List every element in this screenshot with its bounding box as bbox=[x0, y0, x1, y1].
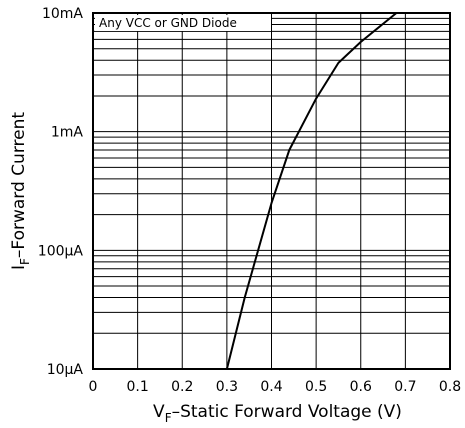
annotation-text: Any VCC or GND Diode bbox=[99, 16, 237, 30]
x-tick-labels: 0 0.1 0.2 0.3 0.4 0.5 0.6 0.7 0.8 bbox=[89, 379, 462, 395]
x-tick-label: 0.2 bbox=[171, 379, 193, 395]
forward-current-curve bbox=[225, 12, 398, 370]
y-axis-title-sub: F bbox=[18, 258, 32, 265]
x-tick-label: 0.8 bbox=[439, 379, 461, 395]
annotation-background bbox=[95, 15, 271, 31]
x-tick-label: 0.4 bbox=[260, 379, 282, 395]
y-tick-label: 10μA bbox=[47, 362, 84, 378]
x-tick-label: 0.7 bbox=[394, 379, 416, 395]
y-axis-title-main: I bbox=[9, 265, 29, 270]
annotation-box: Any VCC or GND Diode bbox=[95, 15, 271, 31]
y-tick-labels: 10μA 100μA 1mA 10mA bbox=[38, 6, 84, 378]
x-tick-label: 0.5 bbox=[305, 379, 327, 395]
grid-lines bbox=[92, 13, 451, 370]
plot-frame bbox=[92, 12, 451, 370]
y-axis-title-rest: –Forward Current bbox=[9, 112, 29, 258]
x-axis-title-sub: F bbox=[165, 411, 172, 425]
x-axis-title-main: V bbox=[153, 402, 165, 422]
x-axis-title-rest: –Static Forward Voltage (V) bbox=[172, 402, 402, 422]
y-axis-title: IF–Forward Current bbox=[9, 112, 32, 270]
y-tick-label: 100μA bbox=[38, 243, 84, 259]
y-tick-label: 10mA bbox=[42, 6, 83, 22]
x-tick-label: 0.3 bbox=[216, 379, 238, 395]
x-axis-title: VF–Static Forward Voltage (V) bbox=[153, 402, 402, 425]
curve-group bbox=[225, 12, 398, 370]
x-tick-label: 0.1 bbox=[126, 379, 148, 395]
y-tick-label: 1mA bbox=[51, 125, 84, 141]
x-tick-label: 0.6 bbox=[350, 379, 372, 395]
x-tick-label: 0 bbox=[89, 379, 98, 395]
